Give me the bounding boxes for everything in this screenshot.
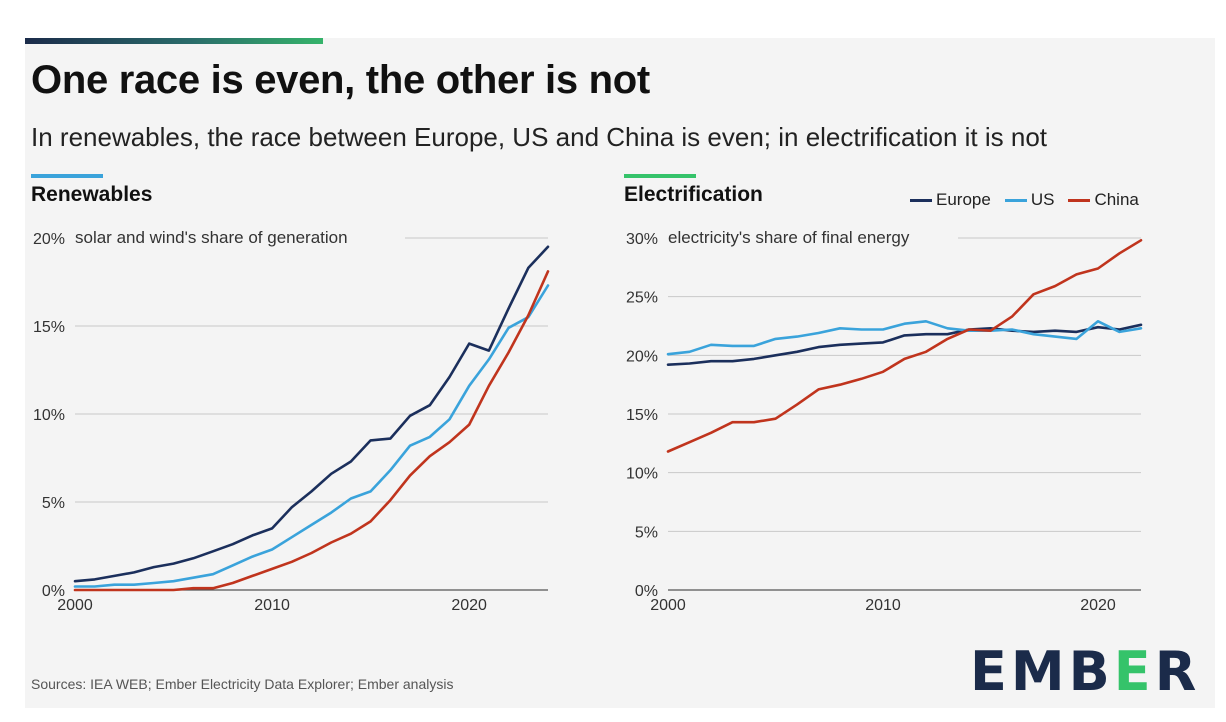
electrification-series-china-line [666, 239, 1143, 453]
legend-swatch-europe [910, 198, 932, 202]
renewables-series-us-line [73, 284, 550, 588]
renewables-xtick-label: 2020 [451, 597, 487, 614]
electrification-ytick-label: 10% [626, 466, 658, 483]
renewables-ytick-label: 0% [42, 583, 65, 600]
renewables-ytick-label: 10% [33, 407, 65, 424]
ember-logo: EMBER [970, 640, 1200, 703]
chart-legend: Europe US China [910, 190, 1139, 210]
page-subtitle: In renewables, the race between Europe, … [31, 122, 1048, 152]
legend-label-us: US [1030, 190, 1055, 209]
electrification-ytick-label: 20% [626, 348, 658, 365]
electrification-xtick-label: 2020 [1080, 597, 1116, 614]
renewables-ytick-label: 20% [33, 231, 65, 248]
chart-panel [25, 38, 1215, 708]
electrification-ytick-label: 15% [626, 407, 658, 424]
renewables-xtick-label: 2000 [57, 597, 93, 614]
legend-swatch-china [1068, 198, 1091, 202]
electrification-ylabel: electricity's share of final energy [668, 228, 910, 247]
legend-swatch-us [1004, 198, 1027, 202]
page-title: One race is even, the other is not [31, 58, 650, 102]
electrification-ytick-label: 0% [635, 583, 658, 600]
legend-item-china: China [1068, 190, 1139, 210]
electrification-ytick-label: 30% [626, 231, 658, 248]
legend-item-europe: Europe [910, 190, 991, 210]
renewables-chart-title: Renewables [31, 183, 153, 206]
header-accent-bar [25, 38, 323, 44]
legend-label-europe: Europe [936, 190, 991, 209]
renewables-xtick-label: 2010 [254, 597, 290, 614]
renewables-ytick-label: 5% [42, 495, 65, 512]
renewables-accent-bar [31, 174, 103, 178]
legend-label-china: China [1094, 190, 1139, 209]
electrification-chart-title: Electrification [624, 183, 763, 206]
renewables-ytick-label: 15% [33, 319, 65, 336]
logo-text-left: EMB [970, 640, 1114, 703]
electrification-xtick-label: 2000 [650, 597, 686, 614]
renewables-series-china-line [73, 270, 550, 592]
source-note: Sources: IEA WEB; Ember Electricity Data… [31, 676, 454, 692]
electrification-accent-bar [624, 174, 696, 178]
electrification-ytick-label: 25% [626, 290, 658, 307]
electrification-series-europe-line [666, 323, 1143, 367]
electrification-xtick-label: 2010 [865, 597, 901, 614]
logo-text-mid: E [1113, 640, 1155, 703]
legend-item-us: US [1004, 190, 1055, 210]
electrification-series-us-line [666, 319, 1143, 356]
renewables-series-europe-line [73, 245, 550, 583]
logo-text-right: R [1154, 640, 1201, 703]
electrification-ytick-label: 5% [635, 524, 658, 541]
renewables-ylabel: solar and wind's share of generation [75, 228, 348, 247]
